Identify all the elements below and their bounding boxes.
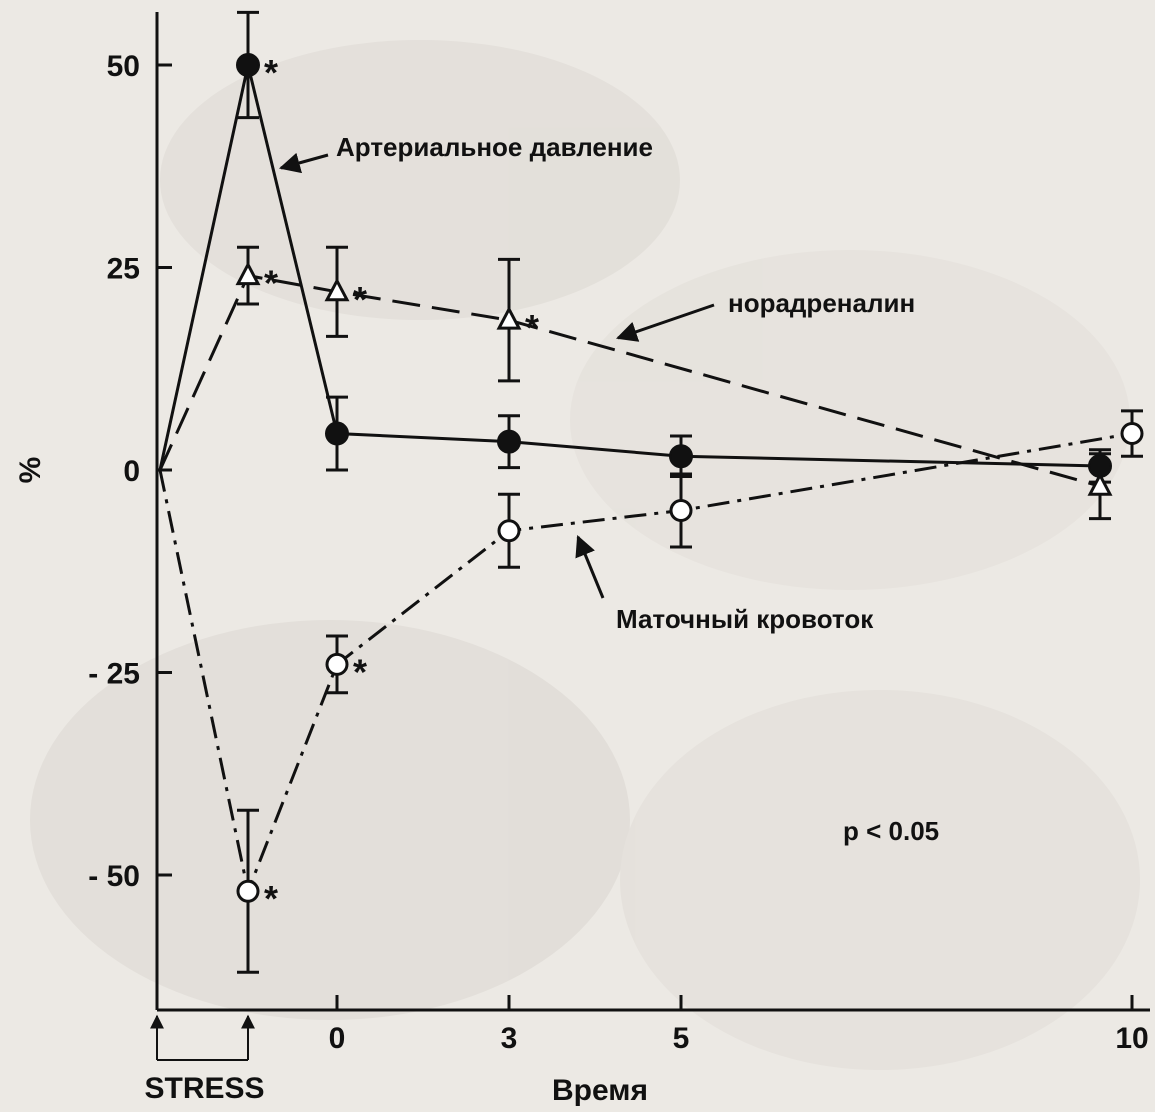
y-ticks: 50 25 0 - 25 - 50 (88, 50, 172, 893)
annotation-arrow-blood-pressure (278, 152, 329, 174)
series-line (158, 432, 1133, 897)
annotation-blood-pressure: Артериальное давление (336, 132, 653, 162)
annotations: Артериальное давление норадреналин Маточ… (278, 132, 939, 846)
significance-star: * (353, 651, 367, 692)
series-1: * * * (158, 245, 1113, 521)
x-ticks: 0 3 5 10 (329, 995, 1149, 1055)
y-axis-title: % (14, 457, 47, 484)
series-line (158, 64, 1101, 471)
annotation-noradrenaline: норадреналин (728, 288, 915, 318)
significance-star: * (264, 263, 278, 304)
stress-label: STRESS (144, 1072, 264, 1105)
y-tick-label: 0 (123, 455, 140, 488)
y-tick-label: 25 (107, 253, 140, 286)
stress-indicator: STRESS (144, 1014, 265, 1105)
annotation-arrow-noradrenaline (616, 303, 715, 342)
data-point (236, 879, 260, 903)
x-tick-label: 10 (1115, 1022, 1148, 1055)
data-point (235, 261, 261, 286)
x-axis-title: Время (552, 1074, 648, 1107)
data-point (497, 519, 521, 543)
data-point (324, 277, 350, 302)
data-point (1087, 471, 1113, 496)
x-tick-label: 0 (329, 1022, 346, 1055)
x-tick-label: 5 (673, 1022, 690, 1055)
significance-star: * (353, 279, 367, 320)
data-point (1120, 422, 1144, 446)
data-point (669, 444, 693, 469)
data-point (325, 652, 349, 676)
data-point (236, 53, 260, 77)
y-tick-label: - 50 (88, 860, 140, 893)
annotation-arrow-uterine-blood-flow (575, 535, 605, 599)
significance-star: * (264, 52, 278, 93)
significance-star: * (264, 878, 278, 919)
y-tick-label: 50 (107, 50, 140, 83)
significance-star: * (525, 307, 539, 348)
data-point (497, 429, 521, 454)
y-tick-label: - 25 (88, 658, 140, 691)
x-tick-label: 3 (501, 1022, 518, 1055)
axes (155, 12, 1150, 1012)
series-layer: ** **** (158, 10, 1144, 974)
data-point (669, 499, 693, 522)
series-2: ** (158, 409, 1144, 974)
data-point (325, 421, 349, 446)
annotation-uterine-blood-flow: Маточный кровоток (616, 604, 874, 634)
data-point (496, 305, 522, 330)
annotation-p-value: p < 0.05 (843, 816, 939, 846)
background-texture (30, 40, 1140, 1070)
